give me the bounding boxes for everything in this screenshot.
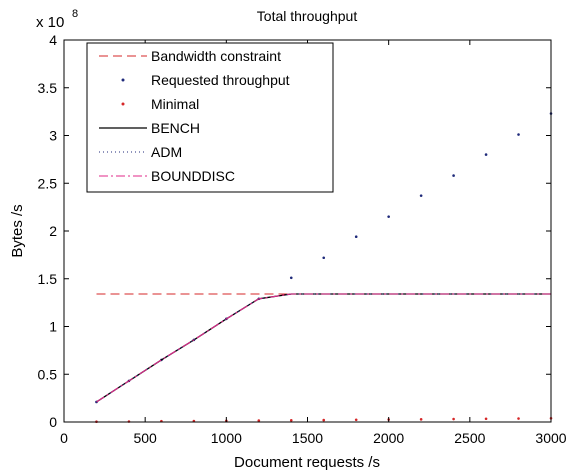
legend-label-bench: BENCH bbox=[151, 120, 200, 136]
series-layer bbox=[95, 112, 553, 424]
minimal-point bbox=[419, 418, 423, 421]
y-tick-label: 2 bbox=[49, 223, 57, 239]
tick-layer: 0 500 1000 1500 2000 2500 3000 0 0.5 1 1.5 2 2.5 3 3.5… bbox=[38, 32, 567, 446]
y-tick-label: 0.5 bbox=[38, 366, 58, 382]
legend-swatch-requested-throughput bbox=[121, 78, 125, 82]
minimal-point bbox=[354, 418, 358, 422]
y-tick-label: 0 bbox=[49, 414, 57, 430]
y-tick-label: 1.5 bbox=[38, 271, 58, 287]
x-axis-label: Document requests /s bbox=[234, 454, 380, 471]
legend-label-bandwidth-constraint: Bandwidth constraint bbox=[151, 48, 281, 64]
minimal-point bbox=[517, 417, 520, 420]
y-multiplier: x 10 bbox=[36, 14, 64, 31]
requested-throughput-point bbox=[452, 174, 455, 177]
y-tick-label: 3 bbox=[49, 128, 57, 144]
requested-throughput-point bbox=[517, 133, 520, 136]
x-tick-label: 1500 bbox=[292, 430, 323, 446]
requested-throughput-point bbox=[354, 235, 358, 239]
minimal-point bbox=[452, 417, 455, 421]
y-tick-label: 2.5 bbox=[38, 175, 58, 191]
y-tick-label: 1 bbox=[49, 319, 57, 335]
x-tick-label: 2000 bbox=[373, 430, 404, 446]
legend-label-minimal: Minimal bbox=[151, 96, 199, 112]
requested-throughput-point bbox=[322, 256, 326, 260]
legend-label-adm: ADM bbox=[151, 144, 182, 160]
requested-throughput-point bbox=[419, 194, 423, 197]
legend-label-requested-throughput: Requested throughput bbox=[151, 72, 290, 88]
chart-title: Total throughput bbox=[257, 8, 358, 24]
minimal-point bbox=[257, 419, 261, 422]
requested-throughput-point bbox=[484, 153, 488, 156]
legend-swatch-minimal bbox=[121, 102, 125, 106]
x-tick-label: 1000 bbox=[211, 430, 242, 446]
x-tick-label: 2500 bbox=[454, 430, 485, 446]
minimal-point bbox=[289, 418, 293, 422]
legend-box bbox=[86, 42, 334, 193]
requested-throughput-point bbox=[289, 276, 293, 280]
y-tick-label: 3.5 bbox=[38, 80, 58, 96]
requested-throughput-point bbox=[387, 215, 390, 218]
x-tick-label: 3000 bbox=[535, 430, 566, 446]
y-tick-label: 4 bbox=[49, 32, 57, 48]
minimal-point bbox=[322, 418, 326, 422]
bounddisc-line bbox=[96, 293, 551, 403]
legend: Bandwidth constraint Requested throughput… bbox=[86, 42, 334, 193]
y-multiplier-exponent: 8 bbox=[72, 8, 78, 20]
legend-label-bounddisc: BOUNDDISC bbox=[151, 168, 235, 184]
y-axis-label: Bytes /s bbox=[9, 204, 26, 257]
minimal-point bbox=[484, 417, 488, 421]
x-tick-label: 0 bbox=[60, 430, 68, 446]
x-tick-label: 500 bbox=[133, 430, 157, 446]
